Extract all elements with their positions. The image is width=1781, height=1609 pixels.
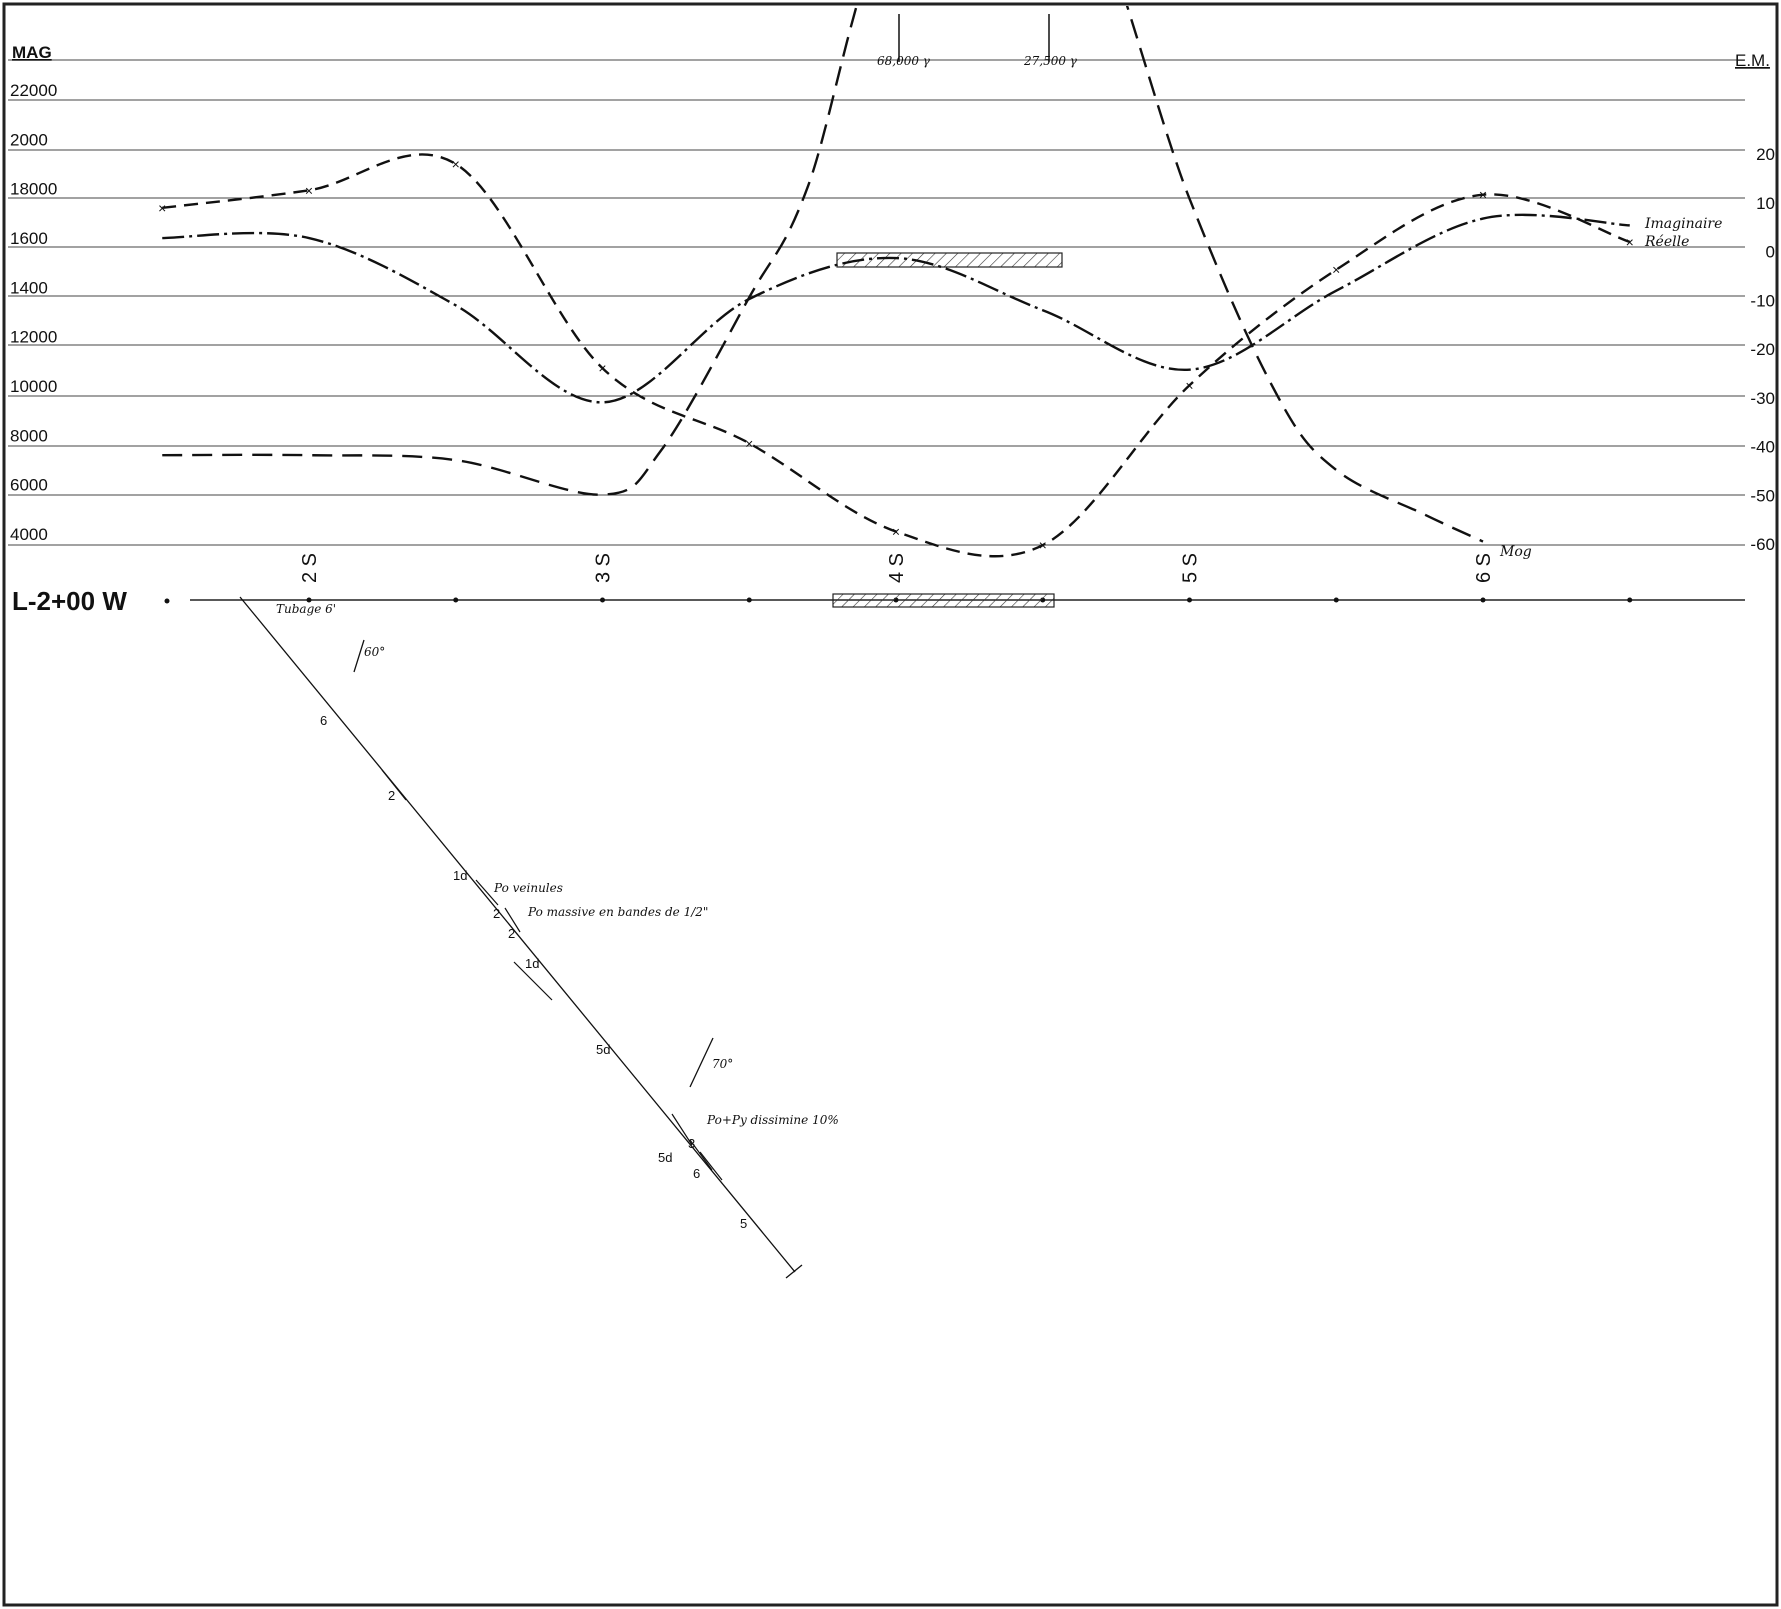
station-marker bbox=[1627, 597, 1633, 603]
right-tick-label: -20 bbox=[1750, 340, 1775, 359]
note-po-massive: Po massive en bandes de 1/2" bbox=[527, 905, 708, 919]
drill-unit-label: 2 bbox=[508, 926, 515, 941]
left-tick-label: 1600 bbox=[10, 229, 48, 248]
drill-unit-label: 5 bbox=[740, 1216, 747, 1231]
right-tick-label: 0 bbox=[1766, 243, 1775, 262]
drill-hole-trace bbox=[239, 596, 796, 1273]
data-point-marker: × bbox=[1185, 377, 1193, 393]
drill-contact-tick bbox=[513, 961, 553, 1001]
peak-annotation-left: 68,000 γ bbox=[877, 54, 931, 68]
data-point-marker: × bbox=[892, 524, 900, 540]
left-tick-label: 10000 bbox=[10, 377, 57, 396]
station-label: 2 S bbox=[299, 553, 321, 583]
dip-top: 60° bbox=[364, 645, 385, 659]
station-label: 6 S bbox=[1473, 553, 1495, 583]
line-label-dot bbox=[164, 598, 170, 604]
station-marker bbox=[453, 597, 459, 603]
drill-unit-label: 2 bbox=[493, 906, 500, 921]
dip-arrow-mid bbox=[689, 1037, 714, 1088]
station-marker bbox=[306, 597, 312, 603]
tick-labels: 22000 2000 18000 1600 1400 12000 10000 8000 6000… bbox=[10, 81, 1775, 583]
line-label: L-2+00 W bbox=[12, 586, 127, 616]
right-tick-label: 10 bbox=[1756, 194, 1775, 213]
drill-unit-label: 5d bbox=[658, 1150, 672, 1165]
left-tick-label: 1400 bbox=[10, 278, 48, 297]
series-line-imaginaire bbox=[162, 213, 1630, 404]
legend-mog: Mog bbox=[1499, 544, 1532, 560]
drill-hole-log: Tubage 6' 60° 70° 621d221d5d5d365 Po vei… bbox=[239, 596, 839, 1279]
left-tick-label: 8000 bbox=[10, 426, 48, 445]
drill-unit-label: 1d bbox=[453, 868, 467, 883]
drill-contact-tick bbox=[381, 769, 407, 801]
left-tick-label: 18000 bbox=[10, 180, 57, 199]
right-tick-label: -50 bbox=[1750, 486, 1775, 505]
drill-contact-tick bbox=[689, 1139, 713, 1171]
station-marker bbox=[1480, 597, 1486, 603]
left-axis-label: MAG bbox=[12, 43, 52, 62]
drill-contact-tick bbox=[504, 907, 521, 933]
station-marker bbox=[1187, 597, 1192, 603]
peak-annotation-right: 27,500 γ bbox=[1023, 54, 1078, 68]
left-tick-label: 6000 bbox=[10, 476, 48, 495]
drill-unit-label: 2 bbox=[388, 788, 395, 803]
station-label: 3 S bbox=[593, 553, 615, 583]
left-tick-label: 2000 bbox=[10, 130, 48, 149]
drill-unit-label: 5d bbox=[596, 1042, 610, 1057]
drill-unit-label: 6 bbox=[693, 1166, 700, 1181]
series-line-relle bbox=[162, 153, 1631, 558]
station-marker bbox=[600, 597, 605, 603]
data-point-marker: × bbox=[1479, 187, 1487, 203]
anomaly-bar-baseline bbox=[832, 593, 1055, 608]
legend-imaginaire: Imaginaire bbox=[1644, 216, 1722, 232]
station-marker bbox=[746, 597, 752, 603]
data-point-marker: × bbox=[1039, 537, 1047, 553]
right-tick-label: -10 bbox=[1750, 291, 1775, 310]
dip-mid: 70° bbox=[712, 1057, 733, 1071]
left-tick-label: 4000 bbox=[10, 525, 48, 544]
right-tick-label: -40 bbox=[1750, 438, 1775, 457]
data-point-marker: × bbox=[305, 182, 313, 198]
station-label: 5 S bbox=[1180, 553, 1202, 583]
data-point-marker: × bbox=[158, 200, 166, 216]
right-tick-label: -30 bbox=[1750, 389, 1775, 408]
drill-unit-label: 6 bbox=[320, 713, 327, 728]
drill-contact-tick bbox=[475, 879, 499, 906]
series-line-mog bbox=[162, 6, 1484, 543]
left-tick-label: 22000 bbox=[10, 81, 57, 100]
drill-unit-label: 1d bbox=[525, 956, 539, 971]
legend-reelle: Réelle bbox=[1644, 234, 1689, 250]
data-point-marker: × bbox=[745, 435, 753, 451]
anomaly-bar-em bbox=[836, 252, 1063, 268]
right-tick-label: 20 bbox=[1756, 145, 1775, 164]
left-tick-label: 12000 bbox=[10, 328, 57, 347]
drill-contact-tick bbox=[699, 1151, 723, 1181]
drill-hole-end bbox=[785, 1264, 803, 1279]
drill-contact-tick bbox=[671, 1113, 693, 1146]
grid bbox=[8, 59, 1745, 608]
right-axis-label: E.M. bbox=[1735, 51, 1770, 70]
collar-note: Tubage 6' bbox=[276, 602, 336, 616]
station-marker bbox=[1333, 597, 1339, 603]
dip-arrow-top bbox=[353, 639, 365, 673]
right-tick-label: -60 bbox=[1750, 535, 1775, 554]
data-point-marker: × bbox=[598, 360, 606, 376]
data-point-marker: × bbox=[1332, 262, 1340, 278]
data-point-marker: × bbox=[1626, 234, 1634, 250]
data-point-marker: × bbox=[452, 156, 460, 172]
station-label: 4 S bbox=[886, 553, 908, 583]
note-po-py: Po+Py dissimine 10% bbox=[706, 1113, 839, 1127]
note-po-veinules: Po veinules bbox=[493, 881, 563, 895]
series-group: × × × × × × × × × × × bbox=[158, 6, 1634, 558]
